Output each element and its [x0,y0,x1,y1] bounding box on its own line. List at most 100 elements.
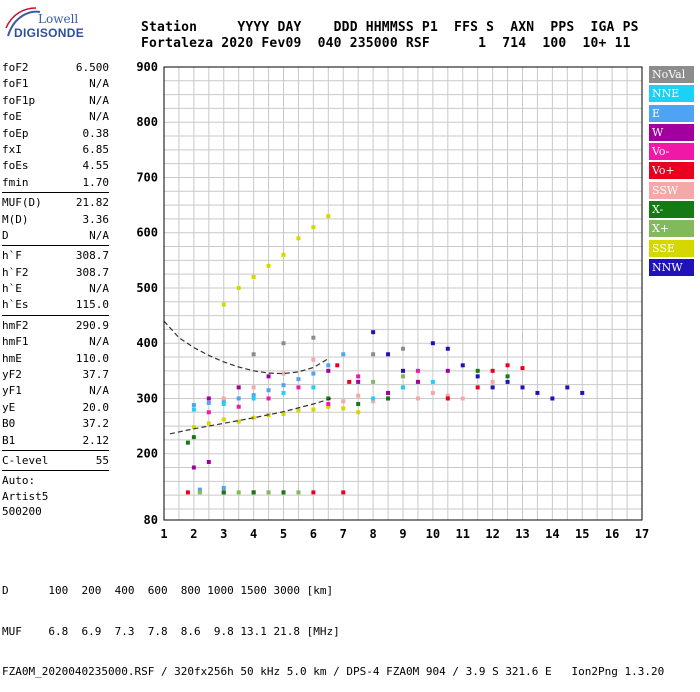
data-point [281,341,286,346]
data-point [356,379,361,384]
footer-distance-row: D 100 200 400 600 800 1000 1500 3000 [km… [2,584,334,597]
data-point [266,490,271,495]
x-tick-label: 11 [456,527,470,541]
data-point [520,385,525,390]
data-point [296,377,301,382]
data-point [251,396,256,401]
param-value: N/A [89,384,109,398]
data-point [191,425,196,430]
data-point [490,379,495,384]
data-point [266,388,271,393]
y-tick-labels: 80 200 300 400 500 600 700 800 900 [136,60,158,527]
param-row: foE N/A [2,109,109,125]
data-point [505,374,510,379]
param-value: 0.38 [82,126,110,140]
param-value: 6.500 [75,61,109,74]
param-row: h`Es 115.0 [2,297,109,313]
y-tick-label: 900 [136,60,158,74]
x-tick-label: 4 [250,527,257,541]
data-point [445,368,450,373]
param-row: fxI 6.85 [2,142,109,158]
x-tick-label: 8 [370,527,377,541]
profile-curve [163,320,329,375]
param-name: B0 [2,417,16,431]
param-row: hmF2 290.9 [2,318,109,334]
param-row: M(D) 3.36 [2,212,109,228]
param-row: h`F2 308.7 [2,265,109,281]
data-point [236,285,241,290]
data-point [371,399,376,404]
data-point [311,357,316,362]
param-row: hmF1 N/A [2,334,109,350]
data-point [221,485,226,490]
data-point [311,371,316,376]
data-point [281,371,286,376]
autoscaling-info: 500200 [2,505,42,519]
profile-curve [169,397,332,435]
chart-points [185,214,585,495]
param-row: foEp 0.38 [2,126,109,142]
param-row: B1 2.12 [2,433,109,449]
logo-brand: Lowell [38,12,79,26]
x-tick-label: 5 [280,527,287,541]
data-point [430,390,435,395]
data-point [311,490,316,495]
x-tick-label: 13 [515,527,529,541]
param-name: h`Es [2,298,29,312]
x-tick-label: 17 [635,527,649,541]
param-value: 2.12 [82,433,110,447]
data-point [520,366,525,371]
logo-product: DIGISONDE [14,26,85,40]
param-row: hmE 110.0 [2,351,109,367]
data-point [445,393,450,398]
data-point [565,385,570,390]
param-divider [2,470,109,472]
y-tick-label: 300 [136,391,158,405]
param-value: 4.55 [82,159,110,173]
data-point [251,385,256,390]
param-value: 290.9 [75,318,109,332]
param-name: h`F2 [2,265,29,279]
data-point [221,401,226,406]
data-point [236,404,241,409]
data-point [221,490,226,495]
param-name: h`F [2,249,22,263]
header-labels: Station YYYY DAY DDD HHMMSS P1 FFS S AXN… [141,20,639,35]
data-point [251,415,256,420]
data-point [341,490,346,495]
x-tick-label: 9 [399,527,406,541]
param-name: foF1 [2,77,29,91]
data-point [236,396,241,401]
data-point [401,368,405,373]
data-point [341,406,346,411]
param-name: foEs [2,159,29,173]
param-name: D [2,228,9,242]
param-name: MUF(D) [2,196,42,210]
x-tick-label: 3 [220,527,227,541]
param-name: h`E [2,282,22,296]
data-point [251,352,256,357]
param-row: foF2 6.500 [2,60,109,76]
y-tick-label: 700 [136,170,158,184]
data-point [326,214,331,219]
data-point [550,396,555,401]
x-tick-label: 6 [310,527,317,541]
data-point [415,368,420,373]
data-point [341,399,346,404]
data-point [326,368,331,373]
param-row: D N/A [2,228,109,244]
data-point [296,236,301,241]
data-point [535,390,540,395]
plot-frame [163,66,643,521]
footer: D 100 200 400 600 800 1000 1500 3000 [km… [2,557,664,692]
y-tick-label: 400 [136,336,158,350]
x-tick-label: 2 [190,527,197,541]
data-point [236,385,241,390]
data-point [326,363,331,368]
data-point [335,363,340,368]
data-point [326,404,331,409]
data-point [311,225,316,230]
param-row: foEs 4.55 [2,158,109,174]
data-point [371,330,376,335]
header-values: Fortaleza 2020 Fev09 040 235000 RSF 1 71… [141,36,631,51]
